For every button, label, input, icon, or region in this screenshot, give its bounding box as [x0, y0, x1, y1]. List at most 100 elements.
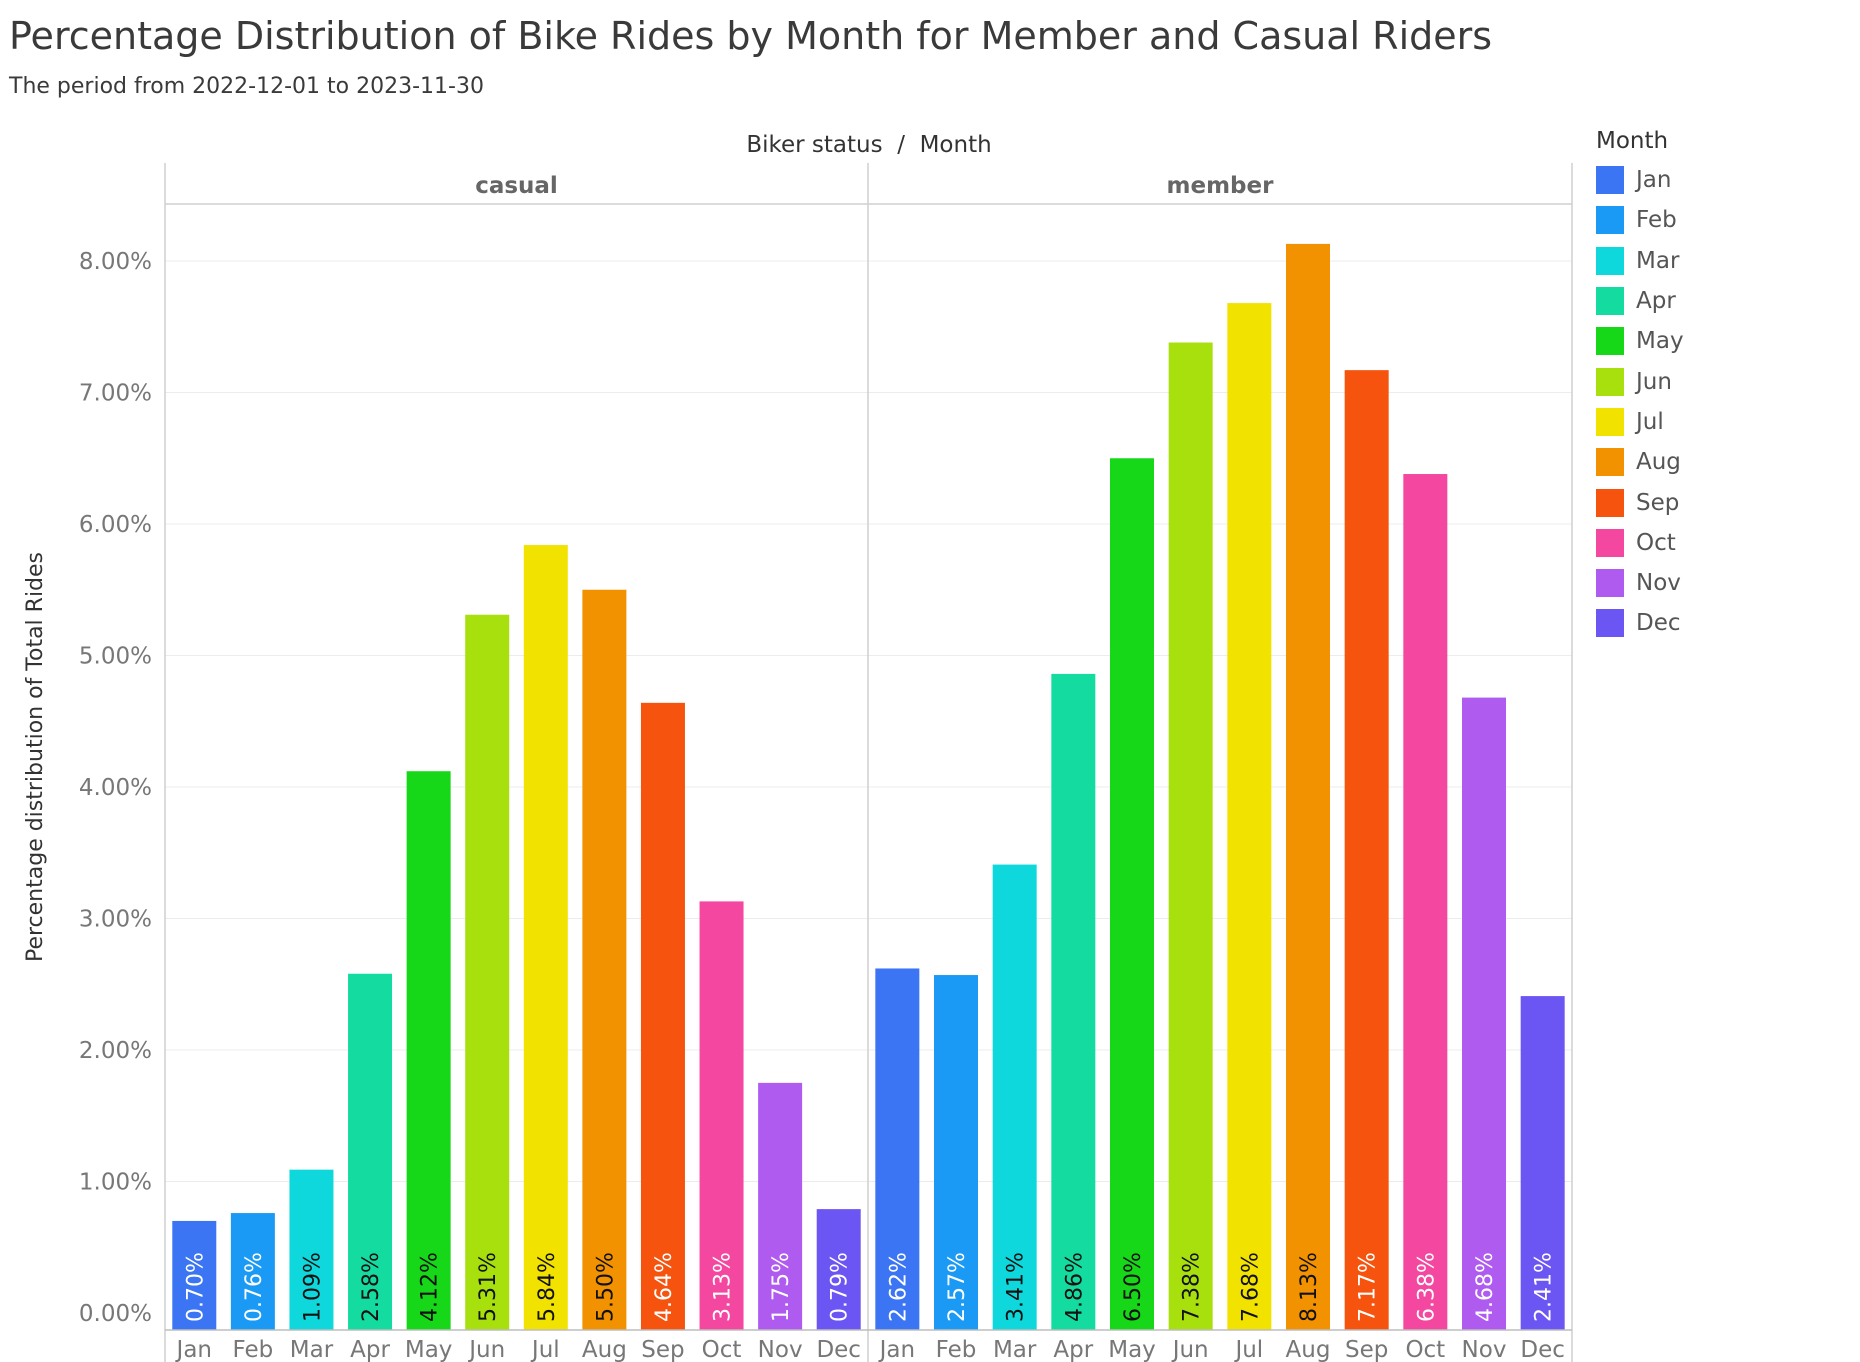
data-label: 0.70% — [183, 1252, 208, 1322]
column-header: Biker status / Month — [746, 132, 991, 158]
x-tick-label: Nov — [758, 1337, 803, 1362]
legend-item-jul[interactable]: Jul — [1596, 402, 1684, 442]
legend-item-feb[interactable]: Feb — [1596, 200, 1684, 240]
data-label: 6.50% — [1121, 1252, 1146, 1322]
legend-swatch — [1596, 488, 1624, 517]
x-tick-label: Feb — [233, 1337, 274, 1362]
data-label: 7.68% — [1238, 1252, 1263, 1322]
x-tick-label: Aug — [582, 1337, 627, 1362]
data-label: 1.09% — [300, 1252, 325, 1322]
bar-member-sep[interactable] — [1344, 370, 1389, 1330]
bar-casual-jun[interactable] — [465, 614, 510, 1330]
data-label: 2.57% — [945, 1252, 970, 1322]
data-label: 5.50% — [593, 1252, 618, 1322]
legend-label: Sep — [1636, 489, 1680, 516]
bar-casual-mar[interactable] — [289, 1169, 334, 1330]
legend-label: Jul — [1636, 408, 1664, 435]
legend-item-apr[interactable]: Apr — [1596, 281, 1684, 321]
panel-header: member — [1167, 173, 1275, 199]
legend-label: Mar — [1636, 247, 1680, 274]
bar-casual-jan[interactable] — [172, 1220, 217, 1330]
bar-member-jul[interactable] — [1227, 303, 1272, 1331]
data-label: 3.13% — [711, 1252, 736, 1322]
legend-item-sep[interactable]: Sep — [1596, 482, 1684, 522]
x-tick-label: Sep — [1345, 1337, 1388, 1362]
legend-label: Nov — [1636, 570, 1681, 597]
bar-casual-oct[interactable] — [699, 901, 744, 1330]
bar-member-jun[interactable] — [1168, 342, 1213, 1330]
legend-item-may[interactable]: May — [1596, 321, 1684, 361]
legend-swatch — [1596, 569, 1624, 598]
y-tick-label: 5.00% — [79, 644, 152, 670]
x-tick-label: Jan — [878, 1337, 915, 1362]
y-tick-label: 6.00% — [79, 512, 152, 538]
chart-subtitle: The period from 2022-12-01 to 2023-11-30 — [9, 74, 484, 99]
legend-label: Dec — [1636, 610, 1681, 637]
legend-label: Jan — [1636, 167, 1672, 194]
data-label: 3.41% — [1004, 1252, 1029, 1322]
data-label: 7.17% — [1356, 1252, 1381, 1322]
legend-item-oct[interactable]: Oct — [1596, 523, 1684, 563]
x-tick-label: Feb — [936, 1337, 977, 1362]
legend-item-jan[interactable]: Jan — [1596, 160, 1684, 200]
y-tick-label: 7.00% — [79, 381, 152, 407]
legend-label: May — [1636, 328, 1684, 355]
panels: casual 0.70% Jan 0.76% Feb 1.09% Mar 2.58% Apr 4.… — [172, 173, 1565, 1362]
bar-member-jan[interactable] — [875, 968, 920, 1330]
x-tick-label: Mar — [290, 1337, 334, 1362]
legend-swatch — [1596, 206, 1624, 235]
data-label: 0.76% — [242, 1252, 267, 1322]
x-tick-label: Sep — [641, 1337, 684, 1362]
data-label: 2.58% — [359, 1252, 384, 1322]
bar-member-dec[interactable] — [1520, 996, 1565, 1330]
data-label: 5.84% — [535, 1252, 560, 1322]
bar-member-mar[interactable] — [992, 864, 1037, 1330]
x-tick-label: Jun — [467, 1337, 505, 1362]
bar-member-may[interactable] — [1110, 458, 1154, 1330]
data-label: 5.31% — [476, 1252, 501, 1322]
legend-swatch — [1596, 609, 1624, 638]
legend-item-jun[interactable]: Jun — [1596, 361, 1684, 401]
legend-item-mar[interactable]: Mar — [1596, 241, 1684, 281]
bar-member-oct[interactable] — [1403, 474, 1448, 1330]
bar-member-aug[interactable] — [1286, 243, 1330, 1330]
y-tick-label: 0.00% — [79, 1301, 152, 1327]
legend-item-dec[interactable]: Dec — [1596, 603, 1684, 643]
bar-casual-aug[interactable] — [582, 589, 627, 1330]
x-tick-label: Mar — [993, 1337, 1037, 1362]
data-label: 4.64% — [652, 1252, 677, 1322]
x-tick-label: Jan — [175, 1337, 212, 1362]
legend: Month Jan Feb Mar Apr May Jun Jul Aug Sep Oct Nov D… — [1596, 128, 1684, 644]
bar-member-feb[interactable] — [934, 975, 978, 1330]
bar-member-nov[interactable] — [1462, 697, 1506, 1330]
bar-casual-sep[interactable] — [640, 702, 685, 1330]
x-tick-label: Dec — [1520, 1337, 1565, 1362]
legend-swatch — [1596, 327, 1624, 356]
bar-casual-feb[interactable] — [230, 1213, 275, 1330]
y-tick-label: 3.00% — [79, 907, 152, 933]
legend-item-nov[interactable]: Nov — [1596, 563, 1684, 603]
legend-swatch — [1596, 448, 1624, 477]
x-tick-label: Jun — [1171, 1337, 1209, 1362]
x-tick-label: Dec — [816, 1337, 861, 1362]
bar-casual-nov[interactable] — [758, 1082, 803, 1330]
data-label: 1.75% — [769, 1252, 794, 1322]
panel-member: member 2.62% Jan 2.57% Feb 3.41% Mar 4.86% Apr 6.… — [875, 173, 1565, 1362]
x-tick-label: Apr — [1053, 1337, 1093, 1362]
y-tick-label: 4.00% — [79, 775, 152, 801]
x-tick-label: Nov — [1462, 1337, 1507, 1362]
data-label: 4.86% — [1062, 1252, 1087, 1322]
chart-title: Percentage Distribution of Bike Rides by… — [9, 14, 1493, 58]
bar-casual-jul[interactable] — [523, 545, 568, 1330]
legend-label: Apr — [1636, 288, 1676, 315]
legend-swatch — [1596, 367, 1624, 396]
bar-chart: Biker status / Month Percentage distribu… — [23, 132, 1573, 1362]
bar-casual-dec[interactable] — [816, 1209, 861, 1330]
legend-item-aug[interactable]: Aug — [1596, 442, 1684, 482]
x-tick-label: Apr — [350, 1337, 390, 1362]
data-label: 8.13% — [1297, 1252, 1322, 1322]
bar-casual-apr[interactable] — [348, 973, 393, 1330]
bar-member-apr[interactable] — [1051, 673, 1096, 1330]
bar-casual-may[interactable] — [406, 771, 451, 1330]
data-label: 7.38% — [1180, 1252, 1205, 1322]
